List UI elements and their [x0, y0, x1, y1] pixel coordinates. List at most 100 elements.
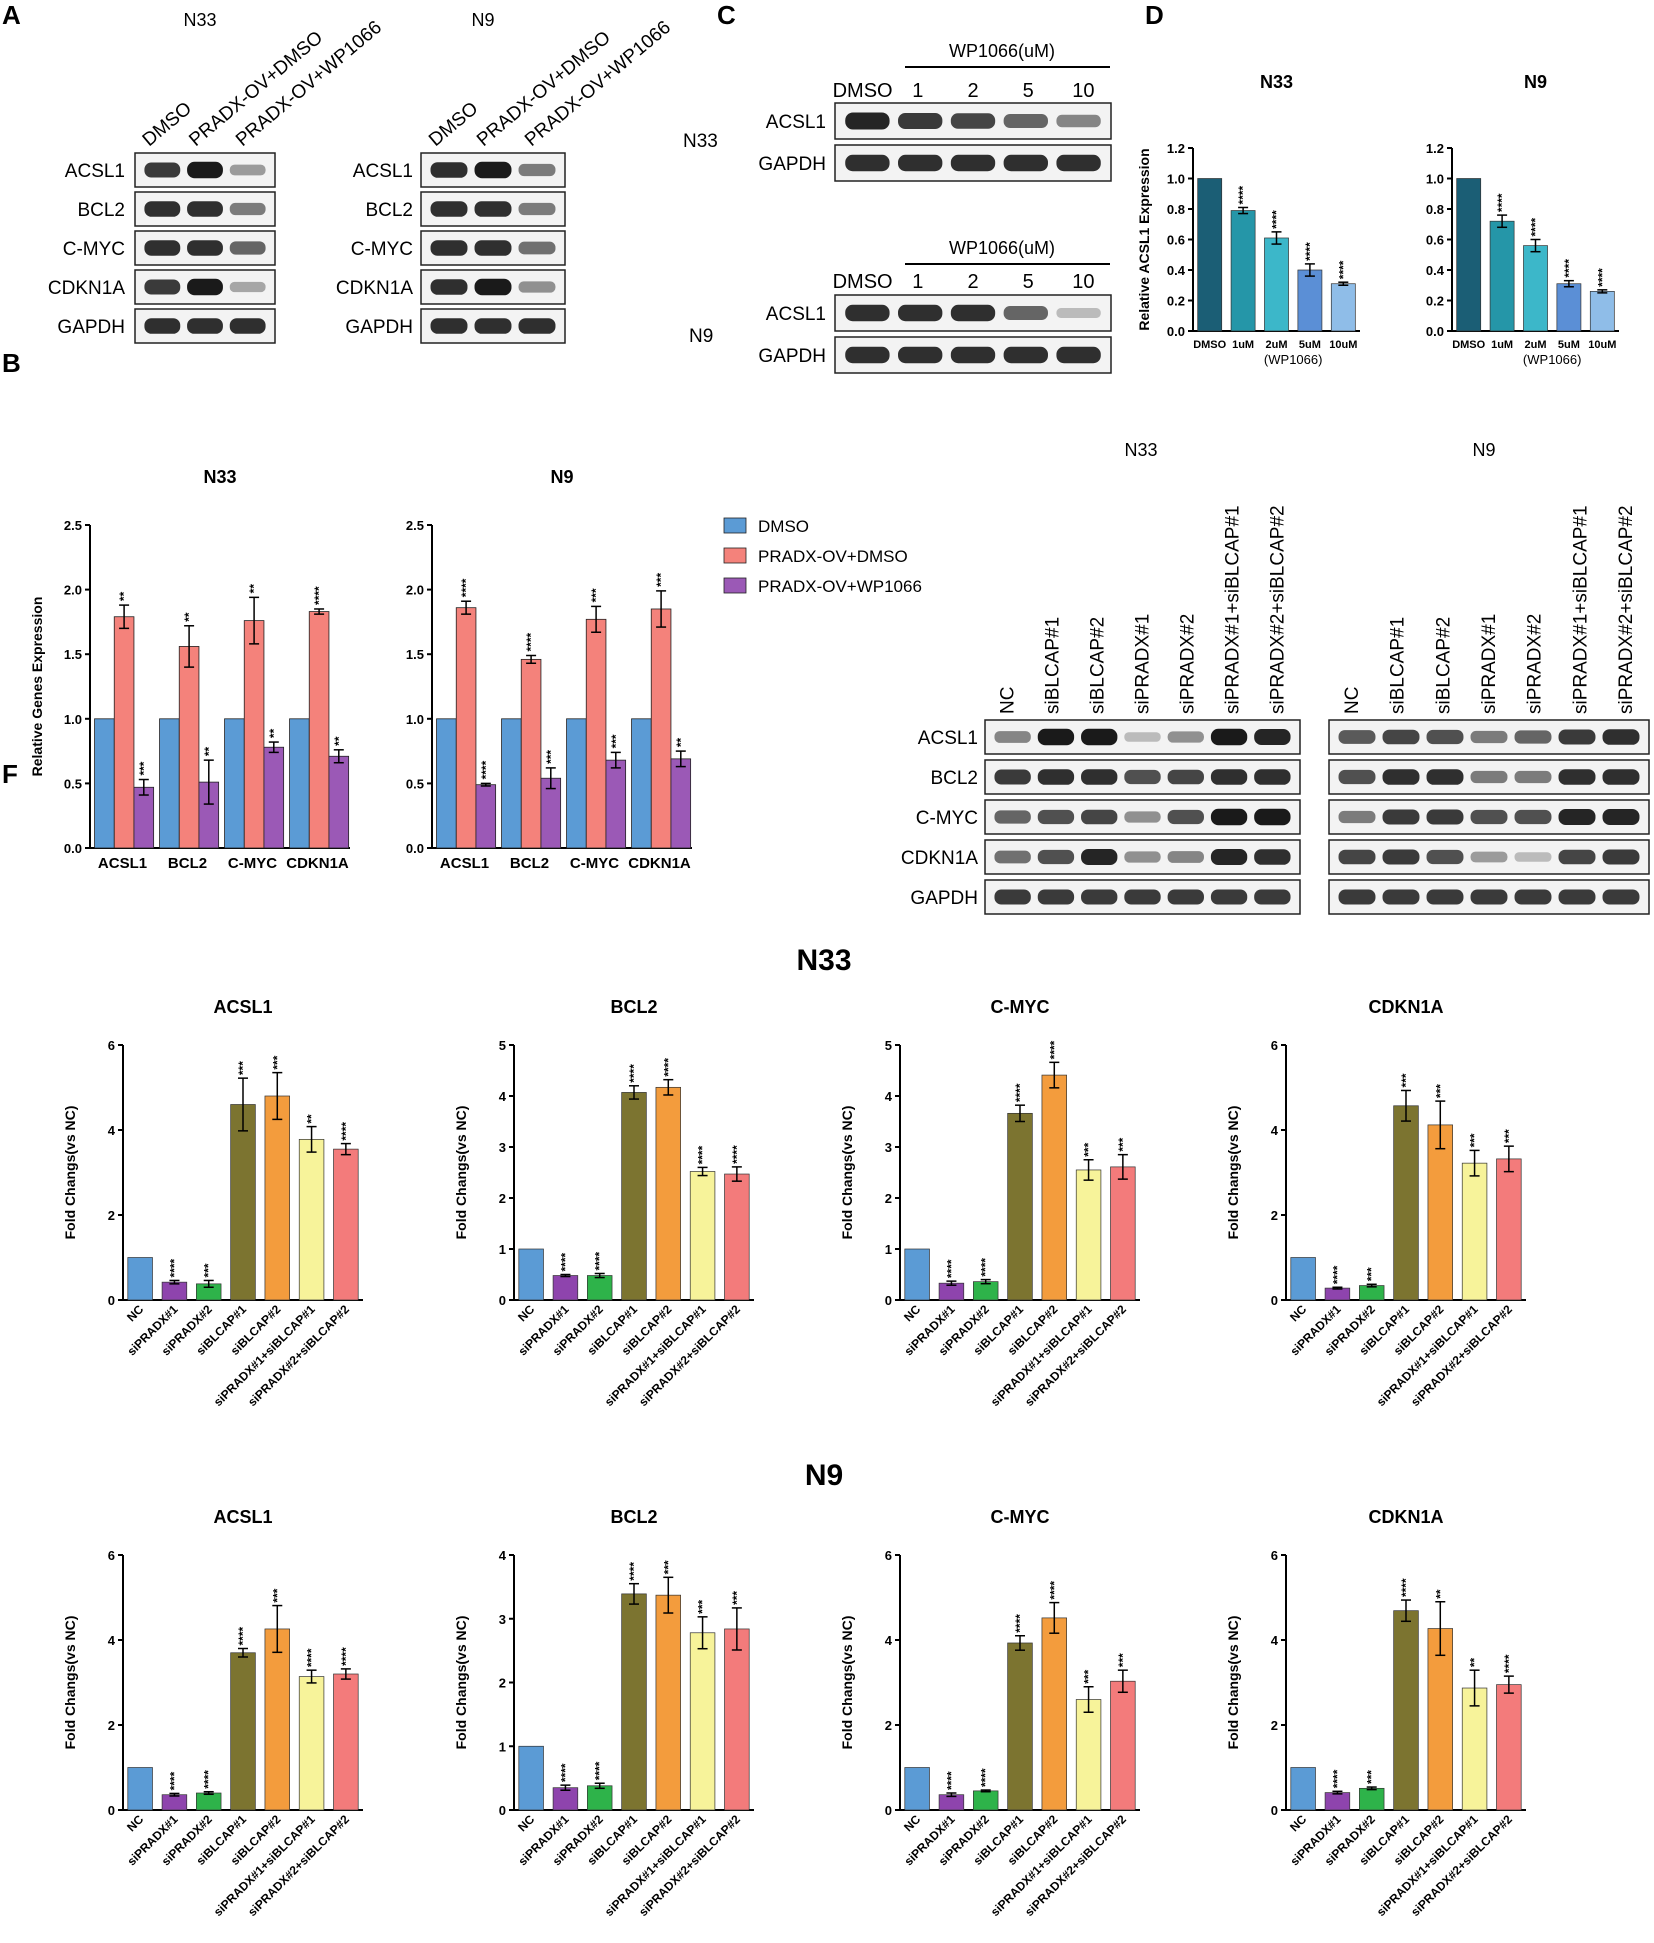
significance-label: *** — [202, 1263, 216, 1277]
blot-band — [518, 318, 556, 334]
y-tick-label: 0 — [499, 1293, 506, 1308]
legend: DMSO PRADX-OV+DMSO PRADX-OV+WP1066 — [723, 517, 922, 596]
lane-label: siPRADX#2+siBLCAP#2 — [1616, 505, 1637, 714]
bar — [566, 718, 587, 849]
blot-row-label: CDKN1A — [336, 278, 413, 299]
blot-band — [1338, 849, 1376, 865]
lane-label: 2 — [967, 80, 978, 102]
y-tick-label: 0.0 — [1167, 324, 1185, 339]
blot-band — [229, 281, 266, 293]
blot-band — [1167, 851, 1204, 863]
bar — [1359, 1787, 1385, 1811]
bar — [1075, 1699, 1102, 1811]
significance-label: **** — [627, 1562, 641, 1581]
bar — [328, 755, 350, 849]
blot-band — [1003, 306, 1048, 320]
blot-band — [474, 240, 512, 256]
y-tick-label: 0.6 — [1167, 233, 1185, 248]
bar — [587, 1785, 613, 1811]
bar — [631, 718, 652, 849]
x-category-label: NC — [515, 1302, 537, 1324]
y-tick-label: 1.0 — [64, 712, 82, 727]
blot-band — [1167, 809, 1204, 825]
significance-label: *** — [270, 1055, 284, 1069]
significance-label: **** — [661, 1058, 675, 1077]
significance-label: **** — [1495, 193, 1509, 212]
blot-band — [518, 241, 556, 255]
significance-label: **** — [593, 1251, 607, 1270]
significance-label: ** — [1433, 1589, 1447, 1599]
y-tick-label: 1.2 — [1426, 141, 1444, 156]
blot-band — [229, 241, 266, 255]
blot-band — [1470, 730, 1508, 744]
panel-c-n33-blot: ACSL1 GAPDH — [758, 102, 1112, 182]
blot-band — [1338, 889, 1376, 905]
blot-band — [1338, 810, 1376, 824]
blot-row-label: GAPDH — [758, 154, 826, 175]
blot-band — [144, 162, 181, 178]
y-tick-label: 2.5 — [64, 518, 82, 533]
blot-band — [1558, 769, 1596, 785]
blot-band — [845, 154, 890, 172]
y-tick-label: 2.0 — [64, 583, 82, 598]
significance-label: ** — [305, 1114, 319, 1124]
blot-band — [1254, 808, 1291, 826]
significance-label: *** — [1468, 1133, 1482, 1147]
y-tick-label: 0 — [108, 1803, 115, 1818]
y-tick-label: 0.2 — [1167, 294, 1185, 309]
blot-band — [1602, 769, 1640, 785]
x-category-label: NC — [124, 1812, 146, 1834]
lane-label: siPRADX#1 — [1133, 614, 1154, 714]
blot-band — [1056, 154, 1101, 172]
bar — [650, 608, 672, 849]
x-category-label: ACSL1 — [440, 855, 489, 872]
significance-label: *** — [696, 1599, 710, 1613]
f-n33-section-title: N33 — [796, 944, 851, 977]
blot-band — [1382, 809, 1420, 825]
chart-d-n33: N33 0.0 0.2 0.4 0.6 0.8 1.0 1.2 Relative ACSL1 E… — [1136, 72, 1360, 367]
significance-label: **** — [305, 1648, 319, 1667]
blot-band — [994, 731, 1031, 743]
lane-label: siBLCAP#2 — [1433, 617, 1454, 714]
bar — [1041, 1617, 1067, 1811]
blot-band — [1210, 769, 1248, 785]
blot-band — [1167, 769, 1204, 785]
blot-band — [430, 240, 468, 256]
panel-a-n33-blot: ACSL1 BCL2 C-MYC CDKN1A GAPDH — [48, 152, 276, 344]
bar — [585, 618, 607, 849]
x-category-label: ACSL1 — [98, 855, 147, 872]
y-tick-label: 2.0 — [406, 583, 424, 598]
bar — [455, 607, 477, 849]
blot-band — [1382, 729, 1420, 745]
significance-label: *** — [730, 1591, 744, 1605]
panel-label-f: F — [2, 759, 18, 789]
blot-row-label: C-MYC — [351, 239, 413, 260]
significance-label: *** — [661, 1560, 675, 1574]
x-category-label: NC — [124, 1302, 146, 1324]
significance-label: **** — [1330, 1265, 1344, 1284]
x-category-label: 1uM — [1232, 339, 1254, 351]
bar — [1297, 269, 1323, 332]
y-tick-label: 0.8 — [1167, 202, 1185, 217]
y-tick-label: 1.5 — [406, 647, 424, 662]
blot-band — [1514, 770, 1552, 784]
panel-e-n9-blot — [1328, 719, 1650, 915]
bar — [655, 1594, 681, 1811]
blot-band — [1003, 346, 1048, 364]
bar — [264, 1628, 290, 1811]
y-tick-label: 1.5 — [64, 647, 82, 662]
blot-band — [1514, 852, 1552, 862]
significance-label: ** — [267, 728, 281, 738]
blot-band — [1210, 889, 1248, 905]
bar — [224, 718, 245, 849]
y-tick-label: 0 — [108, 1293, 115, 1308]
y-tick-label: 1 — [499, 1242, 506, 1257]
y-tick-label: 0.5 — [64, 776, 82, 791]
significance-label: **** — [1013, 1083, 1027, 1102]
bar — [196, 1792, 222, 1811]
bar — [520, 658, 542, 849]
bar — [1489, 220, 1515, 332]
